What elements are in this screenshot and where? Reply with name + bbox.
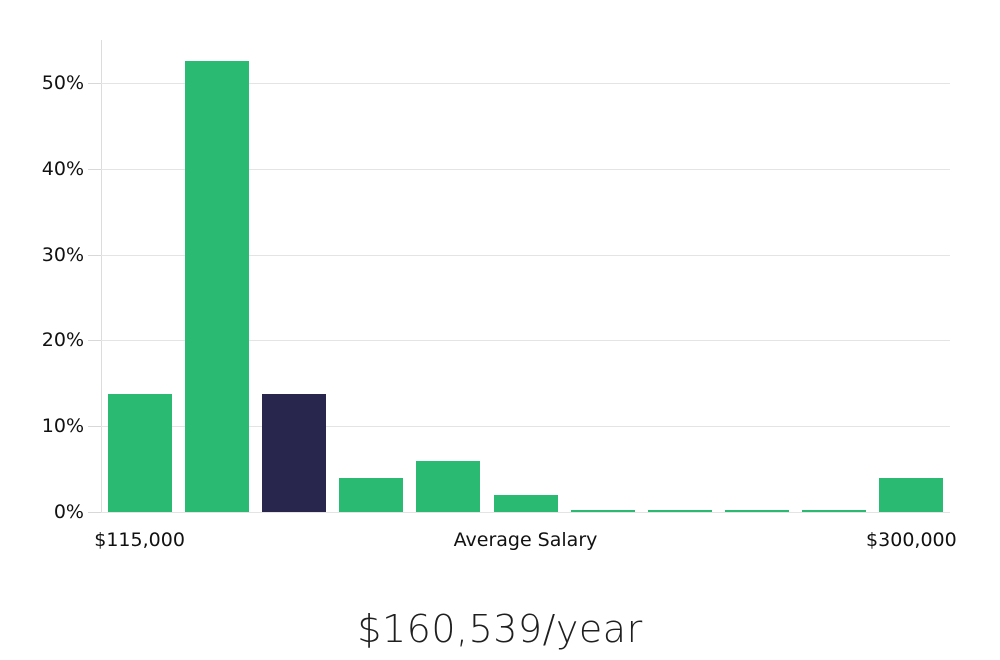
gridline <box>101 254 950 256</box>
y-axis-tick <box>88 426 101 428</box>
histogram-bar <box>879 477 944 512</box>
highlighted-histogram-bar <box>261 394 326 512</box>
gridline <box>101 168 950 170</box>
histogram-bar <box>570 510 635 512</box>
gridline <box>101 82 950 84</box>
histogram-bar <box>339 477 404 512</box>
y-axis-tick <box>88 82 101 84</box>
y-tick-label: 50% <box>41 71 84 94</box>
x-axis-title: Average Salary <box>453 529 598 551</box>
y-tick-label: 20% <box>41 329 84 352</box>
y-tick-label: 0% <box>53 501 84 523</box>
y-axis-tick <box>88 254 101 256</box>
y-axis-tick <box>88 340 101 342</box>
histogram-bar <box>107 394 172 512</box>
y-tick-label: 40% <box>41 157 84 180</box>
x-tick-label-min: $115,000 <box>94 529 185 551</box>
gridline <box>101 426 950 428</box>
gridline <box>101 512 950 513</box>
y-tick-label: 30% <box>41 243 84 266</box>
histogram-bar <box>802 510 867 512</box>
histogram-bar <box>493 494 558 512</box>
gridline <box>101 340 950 342</box>
average-salary-value: $160,539/year <box>357 607 643 651</box>
y-tick-label: 10% <box>41 415 84 438</box>
histogram-bar <box>184 61 249 512</box>
x-tick-label-max: $300,000 <box>866 529 957 551</box>
y-axis-tick <box>88 168 101 170</box>
histogram-bar <box>647 510 712 512</box>
y-axis-tick <box>88 512 101 513</box>
histogram-bar <box>416 460 481 512</box>
y-axis-line <box>101 40 102 512</box>
histogram-bar <box>725 510 790 512</box>
